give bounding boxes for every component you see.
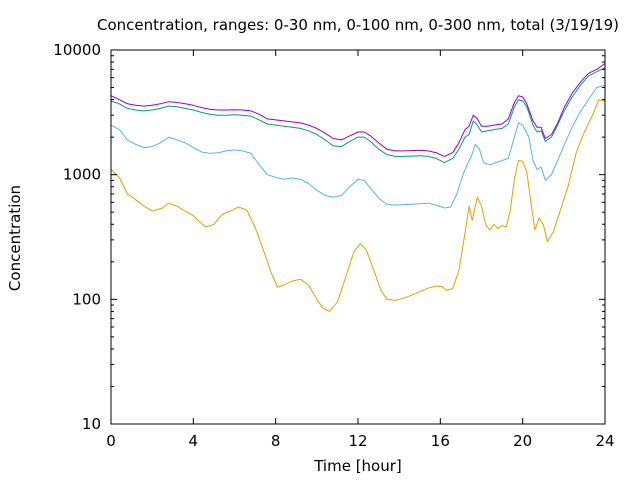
x-tick-label: 20 xyxy=(513,432,532,450)
y-tick-label: 100 xyxy=(72,290,101,308)
y-tick-label: 1000 xyxy=(63,166,101,184)
ticks-layer: 0 4 8 12 16 20 24 10 100 1000 10000 xyxy=(53,41,614,450)
chart-title: Concentration, ranges: 0-30 nm, 0-100 nm… xyxy=(97,16,619,34)
x-tick-label: 24 xyxy=(595,432,614,450)
x-tick-label: 4 xyxy=(189,432,199,450)
x-axis-label: Time [hour] xyxy=(313,457,402,475)
y-axis-label: Concentration xyxy=(6,185,24,291)
series-line-1 xyxy=(110,99,606,312)
x-tick-label: 16 xyxy=(431,432,450,450)
y-tick-label: 10000 xyxy=(53,41,101,59)
y-tick-label: 10 xyxy=(82,415,101,433)
series-line-4 xyxy=(110,63,606,157)
x-tick-label: 8 xyxy=(271,432,281,450)
plot-frame xyxy=(110,49,606,425)
series-layer xyxy=(110,63,606,312)
series-line-3 xyxy=(110,67,606,164)
series-line-2 xyxy=(110,84,606,209)
x-tick-label: 0 xyxy=(106,432,116,450)
x-tick-label: 12 xyxy=(348,432,367,450)
